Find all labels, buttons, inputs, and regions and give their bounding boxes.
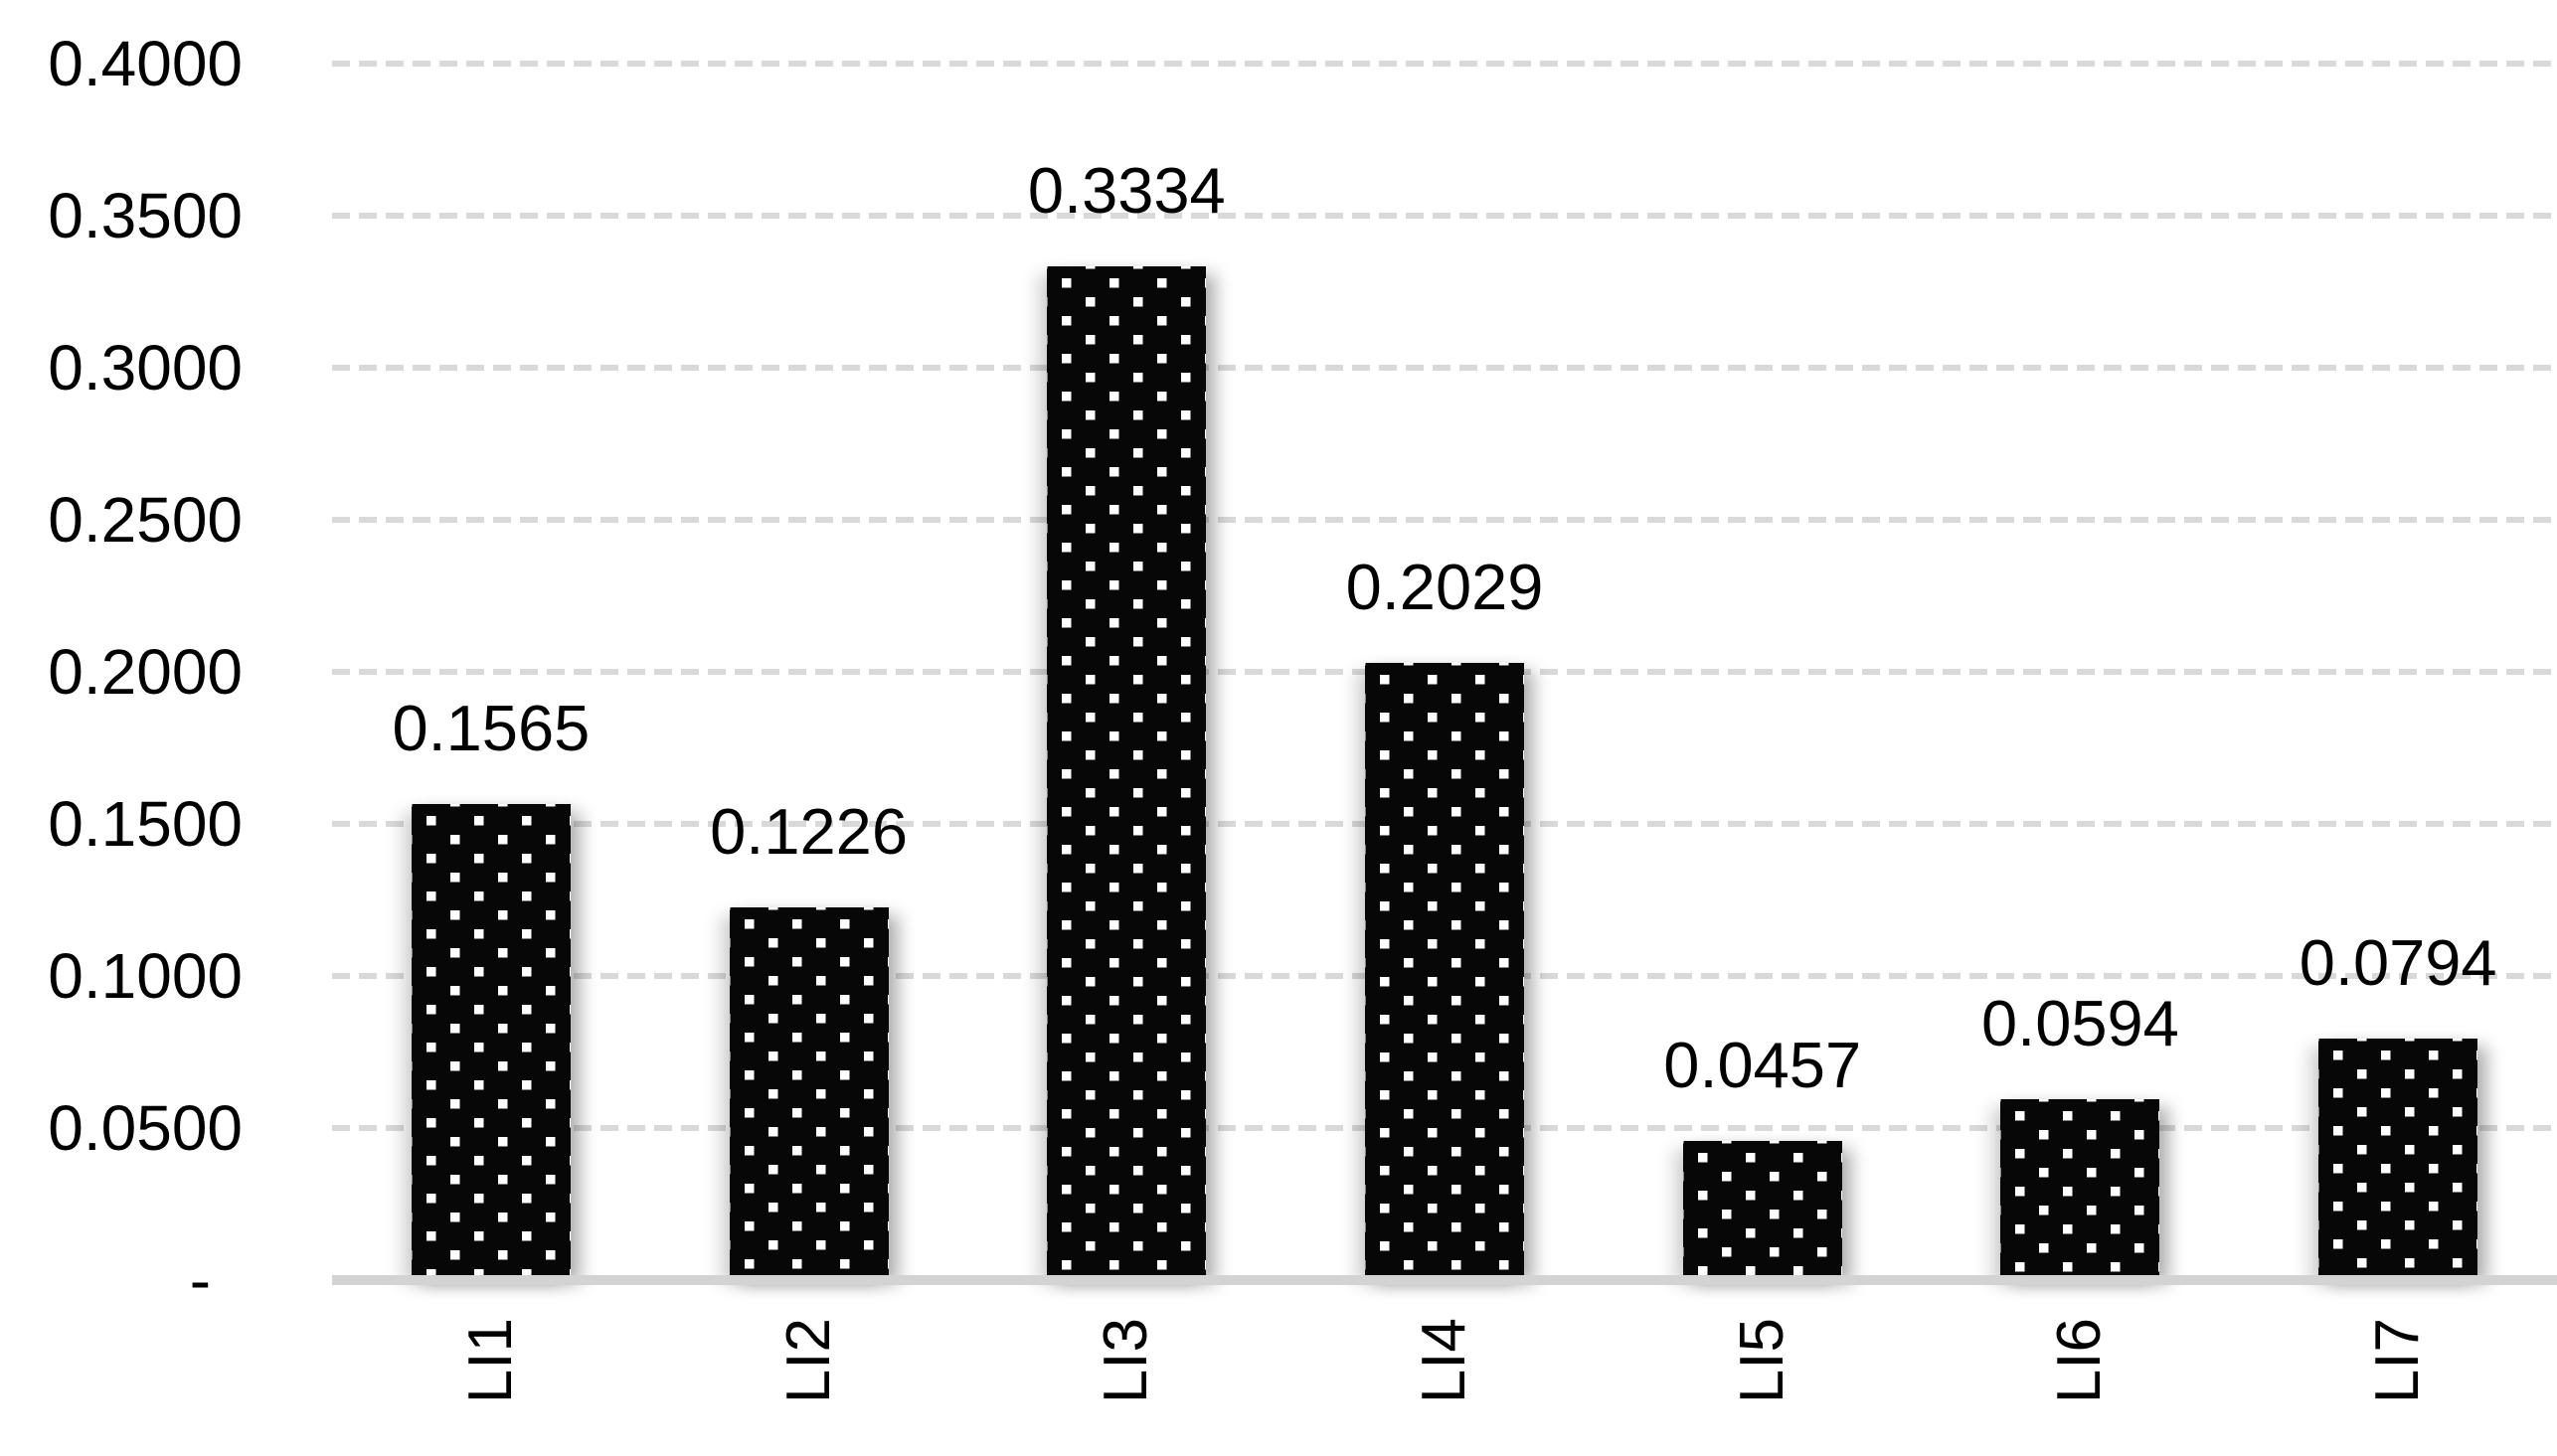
bar-data-label: 0.0457 [1663, 1029, 1862, 1102]
gridline [332, 517, 2557, 523]
bar [411, 804, 571, 1276]
bar [2000, 1099, 2160, 1276]
y-axis-tick-label: 0.2500 [48, 484, 243, 556]
x-axis-category-label: LI5 [1727, 1318, 1796, 1404]
y-axis-tick-label: 0.2000 [48, 636, 243, 708]
y-axis-tick-label: 0.1500 [48, 788, 243, 860]
y-axis-tick-label: 0.1000 [48, 940, 243, 1012]
bar [1682, 1141, 1842, 1276]
bar-data-label: 0.2029 [1345, 551, 1544, 624]
x-axis-category-label: LI7 [2363, 1318, 2433, 1404]
y-axis-tick-label: - [189, 1244, 211, 1316]
bar [1047, 265, 1207, 1276]
x-axis-category-label: LI3 [1092, 1318, 1161, 1404]
y-axis-tick-label: 0.3000 [48, 332, 243, 404]
gridline [332, 61, 2557, 67]
bar [2318, 1039, 2478, 1276]
y-axis-tick-label: 0.4000 [48, 28, 243, 99]
x-axis-category-label: LI1 [455, 1318, 525, 1404]
bar-data-label: 0.0594 [1981, 987, 2179, 1060]
bar-data-label: 0.3334 [1027, 153, 1226, 227]
x-axis-category-label: LI2 [773, 1318, 843, 1404]
y-axis-tick-label: 0.0500 [48, 1092, 243, 1164]
bar-data-label: 0.1565 [392, 692, 591, 765]
bar-data-label: 0.1226 [710, 794, 908, 868]
gridline [332, 365, 2557, 371]
x-axis-category-label: LI4 [1410, 1318, 1478, 1404]
bar-data-label: 0.0794 [2299, 926, 2497, 1000]
y-axis-tick-label: 0.3500 [48, 180, 243, 251]
x-axis-category-label: LI6 [2045, 1318, 2115, 1404]
x-axis-line [332, 1275, 2557, 1285]
gridline [332, 213, 2557, 219]
bar [1365, 663, 1524, 1276]
bar [729, 906, 889, 1276]
